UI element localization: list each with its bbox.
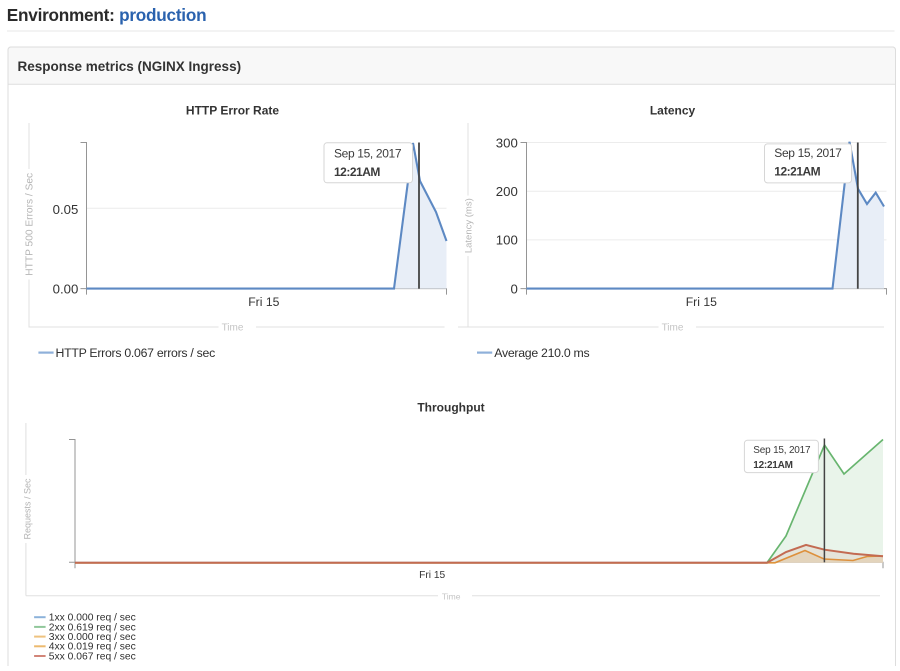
- svg-text:200: 200: [496, 184, 518, 199]
- svg-text:3xx 0.000 req / sec: 3xx 0.000 req / sec: [49, 632, 136, 643]
- svg-text:Environment: production: Environment: production: [7, 5, 207, 25]
- svg-text:12:21AM: 12:21AM: [753, 460, 792, 471]
- svg-text:Response metrics (NGINX Ingres: Response metrics (NGINX Ingress): [18, 59, 242, 74]
- svg-text:4xx 0.019 req / sec: 4xx 0.019 req / sec: [49, 642, 136, 653]
- svg-text:Time: Time: [662, 323, 684, 334]
- svg-text:12:21AM: 12:21AM: [774, 165, 820, 179]
- svg-text:Time: Time: [442, 592, 461, 602]
- svg-text:Average 210.0 ms: Average 210.0 ms: [494, 346, 589, 360]
- svg-text:Latency (ms): Latency (ms): [464, 198, 475, 253]
- svg-text:HTTP 500 Errors / Sec: HTTP 500 Errors / Sec: [25, 173, 36, 276]
- svg-text:Fri 15: Fri 15: [248, 295, 279, 309]
- svg-text:300: 300: [496, 135, 518, 150]
- svg-text:Latency: Latency: [650, 104, 696, 118]
- svg-text:0.00: 0.00: [53, 281, 79, 296]
- svg-text:100: 100: [496, 233, 518, 248]
- svg-text:Sep 15, 2017: Sep 15, 2017: [774, 146, 842, 160]
- svg-text:0.05: 0.05: [53, 202, 79, 217]
- svg-text:Fri 15: Fri 15: [686, 295, 717, 309]
- svg-text:Throughput: Throughput: [417, 400, 484, 414]
- svg-text:12:21AM: 12:21AM: [334, 165, 380, 179]
- svg-text:Requests / Sec: Requests / Sec: [23, 478, 33, 540]
- svg-text:Time: Time: [222, 323, 244, 334]
- svg-text:HTTP Errors 0.067 errors / sec: HTTP Errors 0.067 errors / sec: [56, 346, 216, 360]
- svg-text:1xx 0.000 req / sec: 1xx 0.000 req / sec: [49, 613, 136, 624]
- svg-text:HTTP Error Rate: HTTP Error Rate: [186, 104, 279, 118]
- svg-text:5xx 0.067 req / sec: 5xx 0.067 req / sec: [49, 651, 136, 662]
- svg-text:Sep 15, 2017: Sep 15, 2017: [334, 147, 402, 161]
- svg-text:Fri 15: Fri 15: [419, 570, 445, 581]
- svg-text:0: 0: [510, 281, 517, 296]
- svg-text:Sep 15, 2017: Sep 15, 2017: [753, 445, 811, 456]
- svg-text:2xx 0.619 req / sec: 2xx 0.619 req / sec: [49, 622, 136, 633]
